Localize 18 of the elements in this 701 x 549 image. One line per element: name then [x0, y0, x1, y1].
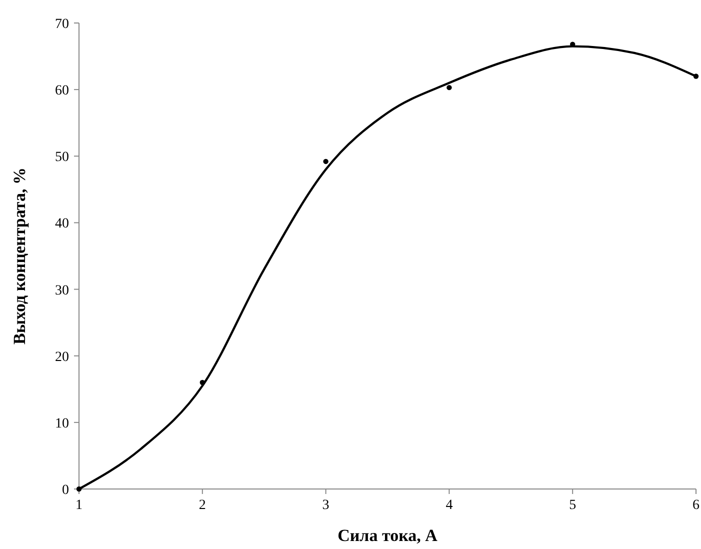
x-tick-label: 4 — [446, 498, 453, 513]
point — [446, 84, 452, 90]
y-axis-title: Выход концентрата, % — [10, 168, 29, 344]
x-tick-label: 6 — [692, 498, 700, 513]
y-tick-label: 40 — [55, 216, 69, 232]
y-tick-label: 60 — [55, 84, 69, 99]
y-tick-label: 0 — [62, 483, 69, 498]
x-tick-label: 2 — [198, 498, 206, 513]
x-tick-label: 3 — [322, 498, 330, 513]
x-axis-title: Сила тока, А — [338, 526, 438, 545]
y-tick-label: 10 — [55, 416, 69, 432]
y-tick-label: 70 — [55, 17, 69, 32]
y-tick-label: 50 — [55, 150, 69, 166]
y-tick-label: 30 — [55, 283, 69, 298]
y-tick-label: 20 — [55, 350, 69, 365]
point — [323, 158, 328, 164]
x-tick-label: 1 — [76, 498, 82, 513]
x-tick-label: 5 — [569, 498, 576, 513]
